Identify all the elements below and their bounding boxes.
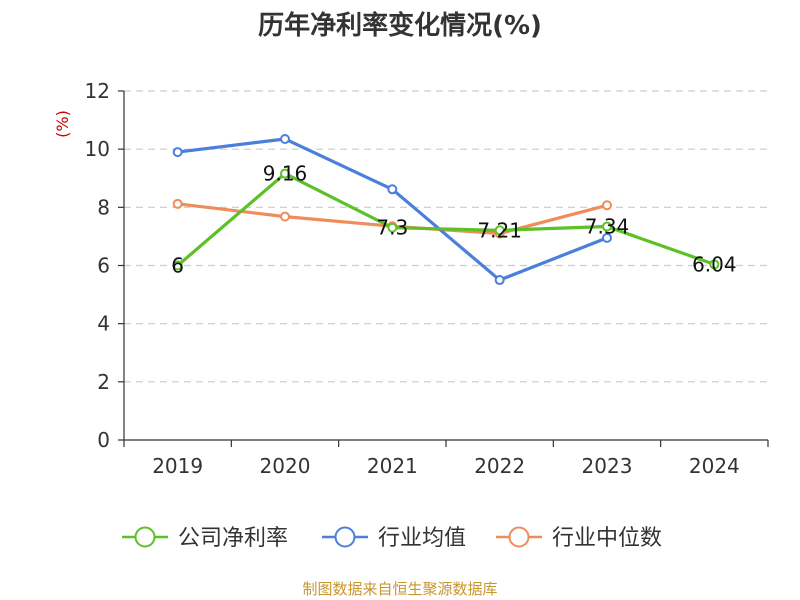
x-tick-label: 2024 <box>689 454 740 478</box>
data-label: 6 <box>171 254 184 278</box>
series-1 <box>172 168 720 271</box>
y-tick-label: 0 <box>97 428 110 452</box>
legend-marker-icon <box>134 526 156 548</box>
data-point <box>172 147 183 158</box>
y-tick-label: 6 <box>97 254 110 278</box>
data-point <box>172 260 183 271</box>
data-point <box>602 221 612 232</box>
data-label: 7.34 <box>585 215 630 239</box>
y-axis-unit-label: (%) <box>53 110 72 138</box>
data-point <box>387 222 398 233</box>
data-point <box>280 133 290 144</box>
x-tick-label: 2022 <box>474 454 525 478</box>
legend-item[interactable]: 公司净利率 <box>122 526 288 551</box>
y-tick-label: 8 <box>97 195 110 219</box>
data-point <box>494 225 505 236</box>
x-tick-label: 2020 <box>260 454 311 478</box>
chart-title: 历年净利率变化情况(%) <box>258 10 542 41</box>
legend-label: 公司净利率 <box>178 526 288 551</box>
y-tick-label: 2 <box>97 370 110 394</box>
legend-item[interactable]: 行业均值 <box>322 526 466 551</box>
legend-item[interactable]: 行业中位数 <box>496 526 662 551</box>
x-tick-label: 2023 <box>582 454 633 478</box>
data-point <box>280 168 290 179</box>
data-point <box>172 198 183 209</box>
axes: 0 2 4 6 8 10 12 2019 2020 2021 2022 2023 2024 <box>85 79 769 478</box>
y-tick-label: 10 <box>85 137 110 161</box>
x-tick-label: 2019 <box>152 454 203 478</box>
data-point <box>494 275 505 286</box>
y-tick-label: 4 <box>97 312 110 336</box>
data-point <box>280 211 290 222</box>
series-2 <box>172 133 612 286</box>
legend[interactable]: 公司净利率 行业均值 行业中位数 <box>122 526 662 551</box>
data-label: 7.3 <box>376 216 408 240</box>
legend-label: 行业均值 <box>378 526 466 551</box>
data-labels: 6 9.16 7.3 7.21 7.34 6.04 <box>171 162 736 278</box>
data-point <box>709 259 720 270</box>
x-tick-label: 2021 <box>367 454 418 478</box>
data-label: 7.21 <box>477 218 522 242</box>
series-lines <box>172 133 720 286</box>
data-label: 9.16 <box>263 162 308 186</box>
data-point <box>602 200 612 211</box>
data-point <box>387 184 398 195</box>
legend-label: 行业中位数 <box>552 526 662 551</box>
y-tick-label: 12 <box>85 79 110 103</box>
data-label: 6.04 <box>692 252 737 276</box>
series-line <box>176 171 716 268</box>
source-footnote: 制图数据来自恒生聚源数据库 <box>302 580 497 598</box>
legend-marker-icon <box>508 526 530 548</box>
legend-marker-icon <box>334 526 356 548</box>
data-point <box>602 232 612 243</box>
